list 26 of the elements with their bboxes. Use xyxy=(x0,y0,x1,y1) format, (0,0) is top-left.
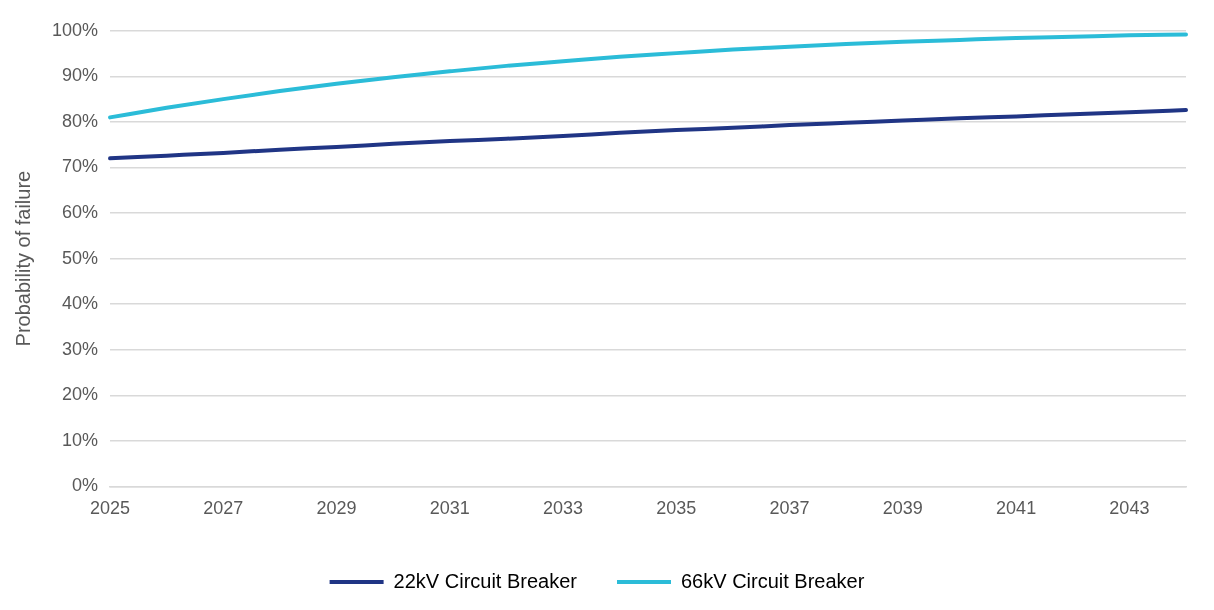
x-tick-label: 2033 xyxy=(543,498,584,519)
x-tick-label: 2029 xyxy=(316,498,357,519)
y-tick-label: 10% xyxy=(62,429,99,450)
line-series xyxy=(108,108,1188,161)
x-tick-label: 2043 xyxy=(1109,498,1150,519)
x-tick-label: 2037 xyxy=(769,498,810,519)
line-series xyxy=(108,32,1188,120)
legend-label: 22kV Circuit Breaker xyxy=(393,569,578,592)
x-tick-label: 2027 xyxy=(203,498,244,519)
y-tick-label: 80% xyxy=(62,110,99,131)
x-tick-label: 2035 xyxy=(656,498,697,519)
y-axis-title: Probability of failure xyxy=(11,170,34,347)
y-tick-label: 70% xyxy=(62,156,99,177)
y-tick-label: 50% xyxy=(62,247,99,268)
x-tick-label: 2025 xyxy=(90,498,131,519)
x-tick-label: 2031 xyxy=(429,498,470,519)
y-tick-label: 0% xyxy=(72,475,99,496)
y-tick-label: 100% xyxy=(51,19,99,40)
x-tick-label: 2041 xyxy=(996,498,1037,519)
y-tick-label: 40% xyxy=(62,293,99,314)
y-tick-label: 60% xyxy=(62,202,99,223)
legend-label: 66kV Circuit Breaker xyxy=(681,569,865,592)
y-tick-label: 30% xyxy=(62,338,99,359)
y-tick-label: 20% xyxy=(62,384,99,405)
x-tick-label: 2039 xyxy=(882,498,923,519)
y-tick-label: 90% xyxy=(62,65,99,86)
